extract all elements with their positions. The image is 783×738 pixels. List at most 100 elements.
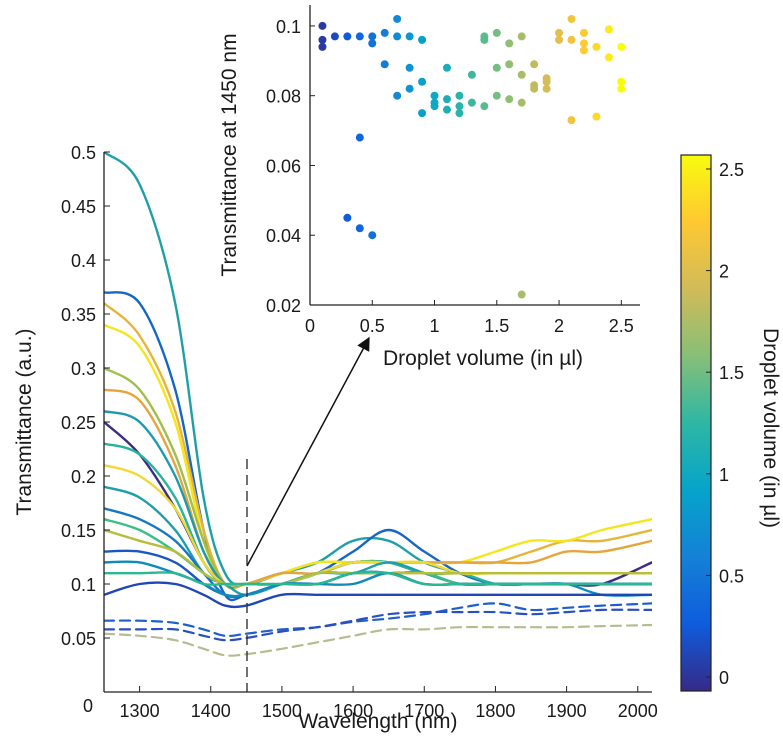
- scatter-point: [393, 14, 402, 23]
- scatter-point: [505, 60, 514, 69]
- inset-y-tick-label: 0.06: [266, 156, 301, 176]
- scatter-point: [455, 109, 464, 118]
- scatter-point: [517, 70, 526, 79]
- scatter-point: [592, 42, 601, 51]
- scatter-point: [405, 32, 414, 41]
- scatter-point: [505, 39, 514, 48]
- inset-x-tick-label: 0.5: [360, 316, 385, 336]
- inset-y-ticks: 0.02 0.04 0.06 0.08 0.1: [266, 17, 315, 316]
- scatter-point: [393, 91, 402, 100]
- main-x-tick-label: 1600: [333, 701, 373, 721]
- main-y-tick-label: 0.25: [61, 413, 96, 433]
- main-y-ticks: 0 0.05 0.1 0.15 0.2 0.25 0.3 0.35 0.4 0.45 0.5: [61, 143, 110, 716]
- colorbar-tick-label: 2.5: [719, 160, 744, 180]
- inset-x-label: Droplet volume (in µl): [383, 347, 583, 370]
- main-y-tick-label: 0.3: [71, 359, 96, 379]
- main-x-tick-label: 1300: [120, 701, 160, 721]
- main-y-tick-label: 0.2: [71, 467, 96, 487]
- inset-y-tick-label: 0.08: [266, 87, 301, 107]
- main-y-tick-label: 0.15: [61, 521, 96, 541]
- scatter-point: [617, 42, 626, 51]
- scatter-point: [442, 63, 451, 72]
- inset-y-tick-label: 0.1: [276, 17, 301, 37]
- spectrum-line: [104, 323, 652, 589]
- scatter-point: [555, 35, 564, 44]
- scatter-point: [542, 77, 551, 86]
- scatter-point: [555, 28, 564, 37]
- main-y-tick-label: 0.1: [71, 575, 96, 595]
- scatter-point: [355, 224, 364, 233]
- spectrum-dashed-line: [104, 608, 652, 642]
- scatter-point: [430, 102, 439, 111]
- scatter-point: [604, 53, 613, 62]
- inset-x-tick-label: 2: [554, 316, 564, 336]
- scatter-point: [318, 42, 327, 51]
- spectrum-dashed-line: [104, 623, 652, 657]
- inset-x-ticks: 0 0.5 1 1.5 2 2.5: [305, 300, 634, 336]
- colorbar-ticks: 0 0.5 1 1.5 2 2.5: [706, 160, 744, 688]
- colorbar-label: Droplet volume (in µl): [759, 328, 782, 528]
- colorbar-tick-label: 2: [719, 262, 729, 282]
- scatter-point: [355, 32, 364, 41]
- scatter-point: [505, 95, 514, 104]
- scatter-point: [380, 60, 389, 69]
- colorbar-tick-label: 1: [719, 465, 729, 485]
- scatter-point: [617, 84, 626, 93]
- colorbar-tick-label: 1.5: [719, 363, 744, 383]
- scatter-point: [480, 35, 489, 44]
- scatter-point: [418, 77, 427, 86]
- inset-y-tick-label: 0.04: [266, 226, 301, 246]
- scatter-point: [492, 63, 501, 72]
- callout-arrow: [246, 336, 370, 567]
- scatter-point: [467, 98, 476, 107]
- colorbar-tick-label: 0: [719, 668, 729, 688]
- spectrum-line: [104, 366, 652, 589]
- main-x-label: Wavelength (nm): [298, 710, 457, 733]
- scatter-point: [617, 77, 626, 86]
- scatter-point: [442, 95, 451, 104]
- scatter-point: [530, 84, 539, 93]
- main-x-tick-label: 1400: [191, 701, 231, 721]
- main-y-tick-label: 0.45: [61, 197, 96, 217]
- scatter-point: [368, 39, 377, 48]
- scatter-point: [418, 109, 427, 118]
- main-plot: 1300 1400 1500 1600 1700 1800 1900 2000 0 0.05 0.…: [13, 143, 658, 733]
- main-y-tick-label: 0.05: [61, 629, 96, 649]
- scatter-point: [592, 112, 601, 121]
- scatter-point: [492, 91, 501, 100]
- scatter-point: [567, 116, 576, 125]
- scatter-point: [604, 25, 613, 34]
- scatter-point: [355, 133, 364, 142]
- spectrum-line: [104, 581, 652, 609]
- spectrum-dashed-line: [104, 602, 652, 638]
- scatter-point: [517, 290, 526, 299]
- scatter-point: [430, 91, 439, 100]
- main-y-label: Transmittance (a.u.): [13, 328, 36, 515]
- scatter-point: [343, 213, 352, 222]
- scatter-point: [393, 32, 402, 41]
- inset-x-tick-label: 1: [430, 316, 440, 336]
- main-y-tick-label: 0: [83, 696, 93, 716]
- scatter-point: [579, 39, 588, 48]
- scatter-point: [330, 32, 339, 41]
- scatter-point: [517, 32, 526, 41]
- scatter-point: [442, 105, 451, 114]
- inset-plot: 0 0.5 1 1.5 2 2.5 0.02 0.04 0.06 0.08 0.1 Droplet…: [218, 5, 640, 370]
- inset-y-label: Transmittance at 1450 nm: [218, 33, 241, 276]
- scatter-point: [579, 28, 588, 37]
- scatter-point: [405, 84, 414, 93]
- scatter-point: [517, 98, 526, 107]
- scatter-point: [418, 35, 427, 44]
- main-y-tick-label: 0.35: [61, 305, 96, 325]
- spectra-lines: [104, 152, 652, 657]
- spectrum-line: [104, 570, 652, 586]
- inset-x-tick-label: 0: [305, 316, 315, 336]
- scatter-point: [368, 231, 377, 240]
- main-y-tick-label: 0.5: [71, 143, 96, 163]
- colorbar: 0 0.5 1 1.5 2 2.5 Droplet volume (in µl): [680, 154, 782, 692]
- scatter-point: [318, 21, 327, 30]
- scatter-point: [579, 46, 588, 55]
- scatter-point: [542, 84, 551, 93]
- colorbar-tick-label: 0.5: [719, 566, 744, 586]
